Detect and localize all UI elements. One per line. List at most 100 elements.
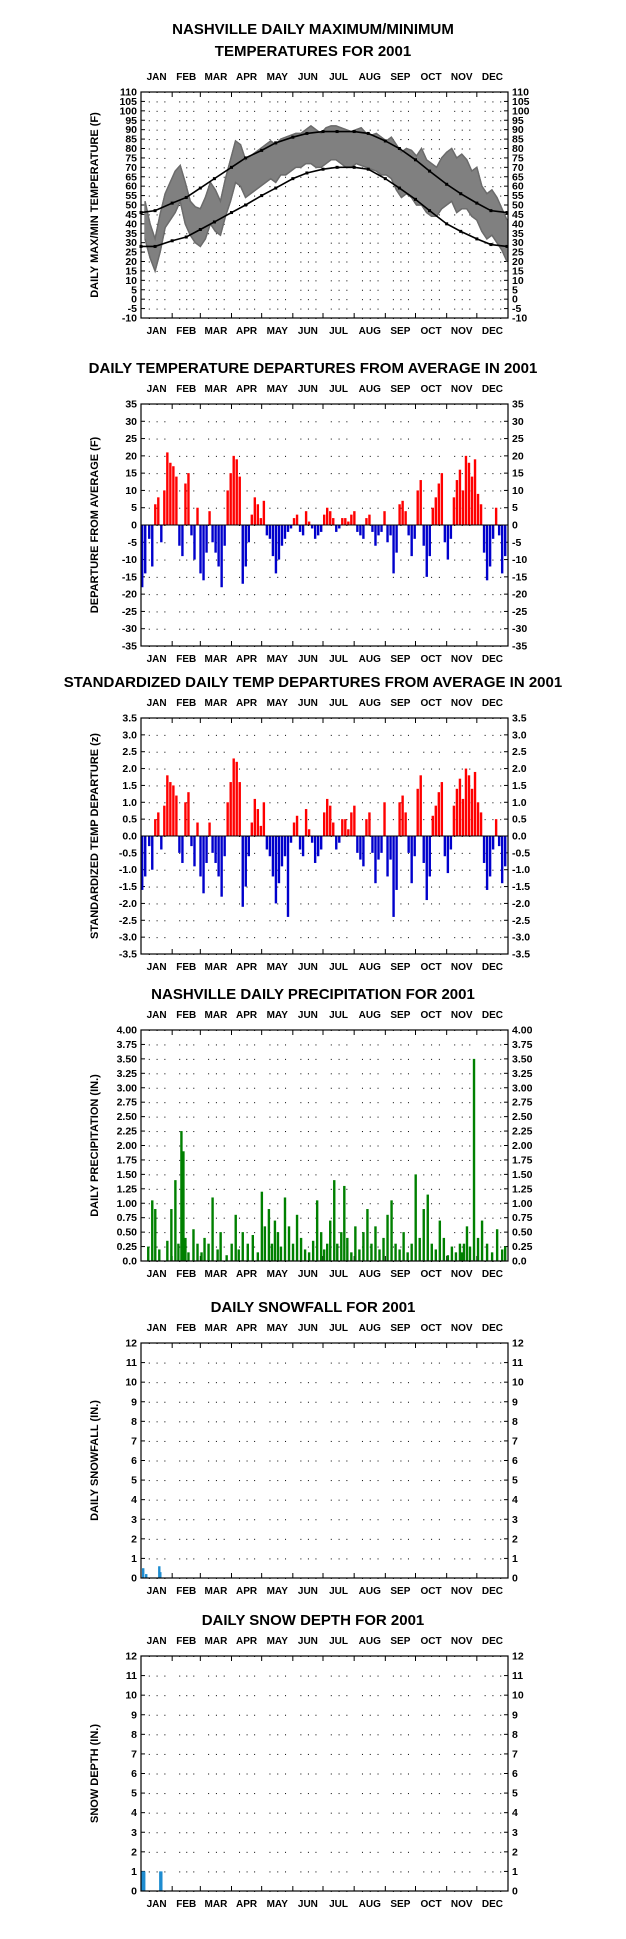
month-label-bottom: JUN xyxy=(298,326,318,337)
data-bar xyxy=(458,778,462,836)
normal-point xyxy=(383,139,387,143)
data-bar xyxy=(202,525,205,581)
data-bar xyxy=(374,525,377,546)
month-label-top: OCT xyxy=(421,384,442,395)
y-tick-label-left: 2.75 xyxy=(117,1097,138,1109)
y-tick-label-right: 3.75 xyxy=(512,1039,533,1051)
data-bar xyxy=(434,497,438,525)
data-bar xyxy=(260,1191,264,1261)
y-tick-label-left: 1.50 xyxy=(117,1169,138,1181)
normal-point xyxy=(198,186,202,190)
data-bar xyxy=(482,525,486,553)
data-bar xyxy=(356,525,359,532)
data-bar xyxy=(217,836,220,877)
normal-point xyxy=(184,195,188,199)
data-bar xyxy=(335,525,338,532)
month-label-top: JUN xyxy=(298,384,318,395)
y-tick-label-right: -3.5 xyxy=(512,949,530,961)
y-tick-label-right: -2.0 xyxy=(512,898,530,910)
data-bar xyxy=(220,525,223,588)
y-tick-label-left: 2 xyxy=(131,1533,137,1545)
normal-point xyxy=(153,209,157,213)
data-bar xyxy=(455,480,459,525)
month-label-top: OCT xyxy=(421,1010,442,1021)
normal-point xyxy=(260,194,264,198)
data-bar xyxy=(253,497,257,525)
y-tick-label-right: 12 xyxy=(512,1651,524,1663)
data-bar xyxy=(295,815,299,836)
y-tick-label-right: 35 xyxy=(512,228,524,240)
y-tick-label-right: 7 xyxy=(512,1435,518,1447)
data-bar xyxy=(316,836,320,857)
data-bar xyxy=(270,1243,274,1261)
month-label-top: AUG xyxy=(359,72,381,83)
data-bar xyxy=(172,785,175,836)
data-bar xyxy=(253,798,257,836)
y-tick-label-left: 3 xyxy=(131,1827,137,1839)
month-label-bottom: MAR xyxy=(205,1899,229,1910)
y-tick-label-right: 0.5 xyxy=(512,814,527,826)
data-bar xyxy=(313,836,317,863)
data-bar xyxy=(438,1220,442,1261)
y-tick-label-right: 1 xyxy=(512,1553,518,1565)
normal-point xyxy=(229,211,233,215)
data-bar xyxy=(159,1572,162,1578)
month-label-bottom: JUL xyxy=(329,962,348,973)
data-bar xyxy=(380,836,383,853)
data-bar xyxy=(404,511,407,525)
data-bar xyxy=(180,1131,183,1261)
data-bar xyxy=(151,1200,154,1261)
y-tick-label-right: 1.5 xyxy=(512,780,527,792)
month-label-bottom: NOV xyxy=(451,654,473,665)
y-tick-label-left: -15 xyxy=(122,571,137,583)
y-tick-label-right: 0.25 xyxy=(512,1241,533,1253)
data-bar xyxy=(449,836,453,850)
y-tick-label-left: -3.5 xyxy=(119,949,137,961)
data-bar xyxy=(402,1232,405,1261)
data-bar xyxy=(175,795,178,836)
data-bar xyxy=(344,518,347,525)
data-bar xyxy=(490,1252,494,1261)
chart-panel-2: DAILY TEMPERATURE DEPARTURES FROM AVERAG… xyxy=(89,360,538,665)
data-bar xyxy=(154,1209,157,1261)
data-bar xyxy=(283,1197,287,1261)
y-tick-label-left: 9 xyxy=(131,1396,137,1408)
data-bar xyxy=(419,480,422,525)
month-label-bottom: SEP xyxy=(390,326,410,337)
data-bar xyxy=(172,466,175,525)
data-bar xyxy=(292,518,296,525)
plot-frame xyxy=(140,403,509,647)
month-label-top: MAR xyxy=(205,72,229,83)
data-marks xyxy=(141,758,508,917)
data-bar xyxy=(464,455,468,525)
data-bar xyxy=(425,525,428,577)
y-tick-label-left: 0.0 xyxy=(122,831,137,843)
month-label-bottom: FEB xyxy=(176,326,196,337)
data-bar xyxy=(154,819,157,836)
data-bar xyxy=(211,836,214,853)
data-bar xyxy=(362,836,365,867)
month-label-top: JUL xyxy=(329,72,348,83)
y-tick-label-left: -25 xyxy=(122,606,137,618)
month-label-top: FEB xyxy=(176,1636,196,1647)
data-bar xyxy=(166,775,169,836)
month-label-top: NOV xyxy=(451,1636,473,1647)
data-bar xyxy=(304,809,308,836)
month-label-top: FEB xyxy=(176,698,196,709)
data-bar xyxy=(386,1214,389,1261)
data-bar xyxy=(392,836,395,917)
data-bar xyxy=(437,483,441,525)
data-bar xyxy=(336,1243,339,1261)
month-label-top: NOV xyxy=(451,72,473,83)
data-bar xyxy=(295,514,299,525)
data-bar xyxy=(380,525,383,532)
normal-point xyxy=(428,209,432,213)
y-tick-label-right: 40 xyxy=(512,218,524,230)
data-bar xyxy=(244,525,247,567)
data-bar xyxy=(353,805,356,836)
data-bar xyxy=(416,490,419,525)
month-label-top: JAN xyxy=(147,1636,167,1647)
data-bar xyxy=(265,836,269,850)
